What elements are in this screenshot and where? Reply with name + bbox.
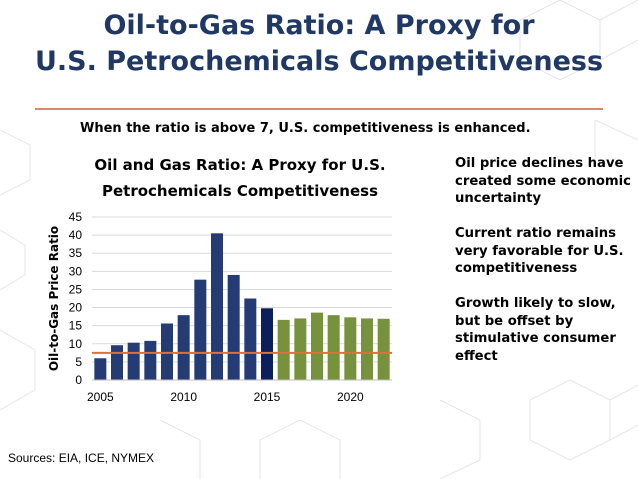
x-tick-label: 2005 bbox=[87, 390, 114, 404]
y-tick-label: 45 bbox=[69, 210, 83, 224]
bar-2007 bbox=[127, 342, 140, 380]
side-point-3: Growth likely to slow, but be offset by … bbox=[455, 296, 616, 364]
bar-2006 bbox=[111, 345, 123, 380]
slide-title: Oil-to-Gas Ratio: A Proxy for U.S. Petro… bbox=[0, 8, 638, 80]
bar-2009 bbox=[161, 323, 173, 380]
y-tick-label: 30 bbox=[69, 264, 83, 278]
y-tick-label: 5 bbox=[75, 355, 82, 369]
x-tick-label: 2010 bbox=[170, 390, 197, 404]
bar-2011 bbox=[194, 279, 207, 380]
bar-2012 bbox=[211, 233, 223, 380]
bar-2005 bbox=[94, 358, 107, 380]
x-tick-label: 2015 bbox=[254, 390, 281, 404]
slide-title-line-2: U.S. Petrochemicals Competitiveness bbox=[34, 46, 604, 77]
bar-2021 bbox=[361, 318, 373, 380]
source-note: Sources: EIA, ICE, NYMEX bbox=[8, 451, 155, 465]
title-divider bbox=[35, 108, 603, 110]
chart-title-line-1: Oil and Gas Ratio: A Proxy for U.S. bbox=[94, 156, 386, 174]
slide-title-line-1: Oil-to-Gas Ratio: A Proxy for bbox=[103, 10, 535, 41]
bar-2020 bbox=[344, 317, 357, 380]
bar-2010 bbox=[177, 315, 190, 380]
side-point-1: Oil price declines have created some eco… bbox=[455, 156, 631, 206]
chart-title-line-2: Petrochemicals Competitiveness bbox=[102, 182, 378, 200]
y-tick-label: 10 bbox=[69, 337, 83, 351]
y-tick-label: 20 bbox=[69, 301, 83, 315]
chart-title: Oil and Gas Ratio: A Proxy for U.S. Petr… bbox=[80, 152, 400, 204]
y-axis-title: Oil-to-Gas Price Ratio bbox=[47, 226, 61, 371]
y-tick-label: 35 bbox=[69, 246, 83, 260]
bar-2016 bbox=[277, 319, 290, 380]
bar-2013 bbox=[227, 274, 240, 380]
y-tick-label: 15 bbox=[69, 319, 83, 333]
bar-2008 bbox=[144, 340, 157, 380]
threshold-note: When the ratio is above 7, U.S. competit… bbox=[80, 121, 531, 136]
bar-2015 bbox=[261, 308, 273, 380]
x-tick-label: 2020 bbox=[337, 390, 364, 404]
side-point-2: Current ratio remains very favorable for… bbox=[455, 226, 624, 276]
y-tick-label: 40 bbox=[69, 228, 83, 242]
y-tick-label: 0 bbox=[75, 373, 82, 387]
bar-2018 bbox=[311, 312, 323, 380]
bar-2017 bbox=[294, 318, 307, 380]
bar-2014 bbox=[244, 298, 257, 380]
y-tick-label: 25 bbox=[69, 282, 83, 296]
bar-2022 bbox=[377, 318, 390, 380]
bar-2019 bbox=[327, 315, 340, 380]
side-commentary: Oil price declines have created some eco… bbox=[455, 155, 633, 383]
